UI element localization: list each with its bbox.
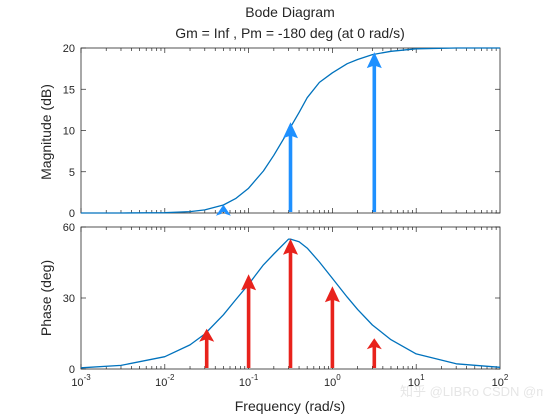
- x-tick-label: 101: [408, 373, 425, 389]
- phase-arrow: [241, 274, 257, 368]
- x-tick-label: 10-1: [239, 373, 259, 389]
- watermark: 知乎 @LIBRo CSDN @mogutou520: [400, 384, 543, 399]
- y-tick-label: 20: [63, 43, 75, 55]
- x-tick-label: 10-2: [155, 373, 175, 389]
- y-tick-label: 0: [69, 364, 75, 376]
- x-tick-label: 102: [492, 373, 509, 389]
- y-tick-label: 60: [63, 222, 75, 234]
- phase-arrow: [199, 328, 215, 368]
- y-tick-label: 30: [63, 293, 75, 305]
- magnitude-curve: [81, 47, 500, 214]
- y-tick-label: 10: [63, 126, 75, 138]
- phase-arrow: [366, 338, 382, 368]
- y-tick-label: 15: [63, 84, 75, 96]
- magnitude-y-axis-label: Magnitude (dB): [38, 84, 54, 180]
- x-tick-label: 100: [324, 373, 341, 389]
- chart-subtitle: Gm = Inf , Pm = -180 deg (at 0 rad/s): [175, 25, 405, 41]
- y-tick-label: 0: [69, 208, 75, 220]
- x-axis-label: Frequency (rad/s): [235, 398, 345, 414]
- phase-arrow: [324, 286, 340, 368]
- magnitude-panel: 0 5 10 15 20: [63, 43, 501, 220]
- magnitude-arrow: [215, 204, 231, 216]
- y-tick-label: 5: [69, 167, 75, 179]
- chart-title: Bode Diagram: [245, 4, 335, 20]
- x-tick-label: 10-3: [71, 373, 91, 389]
- phase-arrow: [283, 238, 298, 368]
- magnitude-arrow: [366, 52, 382, 212]
- magnitude-arrow: [283, 122, 298, 212]
- phase-y-axis-label: Phase (deg): [38, 260, 54, 336]
- phase-panel: 0 30 60: [63, 222, 501, 376]
